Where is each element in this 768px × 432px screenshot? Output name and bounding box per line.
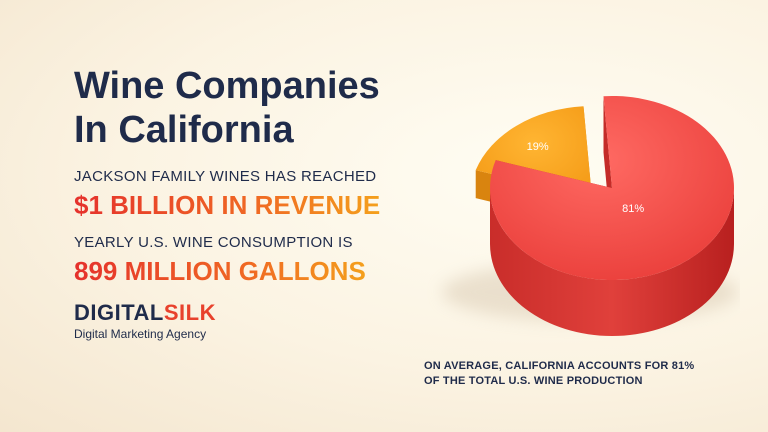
brand-tagline: Digital Marketing Agency [74, 327, 207, 341]
pie-slice-label-1: 19% [527, 141, 549, 153]
caption-line-2: OF THE TOTAL U.S. WINE PRODUCTION [424, 375, 643, 387]
stat-revenue-value: $1 BILLION IN REVENUE [74, 190, 381, 220]
caption-line-1: ON AVERAGE, CALIFORNIA ACCOUNTS FOR 81% [424, 360, 695, 372]
page-title: Wine Companies In California [74, 64, 414, 152]
title-line-1: Wine Companies [74, 65, 380, 107]
stat-consumption-label: YEARLY U.S. WINE CONSUMPTION IS [74, 234, 353, 251]
pie-slice-0 [490, 96, 734, 336]
brand-name-part-1: DIGITAL [74, 300, 164, 325]
brand-name-part-2: SILK [163, 300, 216, 325]
pie-slice-0-top [490, 96, 734, 280]
brand-name: DIGITALSILK [74, 300, 216, 326]
stat-revenue-label: JACKSON FAMILY WINES HAS REACHED [74, 168, 377, 185]
pie-slices: 81% 19% [475, 96, 734, 336]
chart-caption: ON AVERAGE, CALIFORNIA ACCOUNTS FOR 81% … [424, 359, 724, 389]
stat-consumption-value: 899 MILLION GALLONS [74, 256, 366, 286]
brand-logo: DIGITALSILK Digital Marketing Agency [74, 300, 216, 341]
pie-chart: 81% 19% [442, 96, 738, 336]
pie-slice-label-0: 81% [622, 203, 644, 215]
pie-slice-0-side-0 [490, 188, 734, 336]
title-line-2: In California [74, 109, 294, 151]
